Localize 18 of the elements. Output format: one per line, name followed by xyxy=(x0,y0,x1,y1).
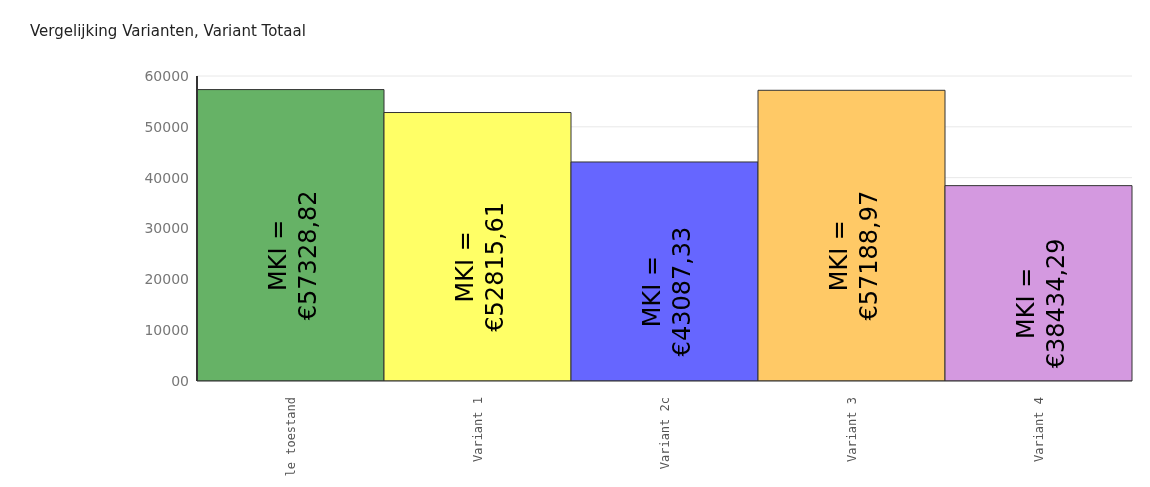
x-tick-label: Variant 3 xyxy=(844,397,859,463)
y-tick-label: 40000 xyxy=(144,169,189,186)
y-tick-label: 10000 xyxy=(144,322,189,339)
x-tick-label: Variant 1 xyxy=(470,397,485,463)
x-tick-label: Variant 2c xyxy=(657,397,672,470)
data-label: MKI = €38434,29 xyxy=(1012,238,1071,369)
data-label: MKI = €57328,82 xyxy=(264,190,323,321)
y-tick-label: 30000 xyxy=(144,220,189,237)
data-label: MKI = €57188,97 xyxy=(825,190,884,321)
x-tick-label: le toestand xyxy=(283,397,298,477)
y-tick-label: 20000 xyxy=(144,271,189,288)
x-tick-label: Variant 4 xyxy=(1031,397,1046,463)
data-label: MKI = €43087,33 xyxy=(638,226,697,357)
y-tick-label: 00 xyxy=(171,372,189,389)
y-tick-label: 50000 xyxy=(144,118,189,135)
y-tick-label: 60000 xyxy=(144,67,189,84)
data-label: MKI = €52815,61 xyxy=(451,201,510,332)
chart-title: Vergelijking Varianten, Variant Totaal xyxy=(30,22,306,40)
